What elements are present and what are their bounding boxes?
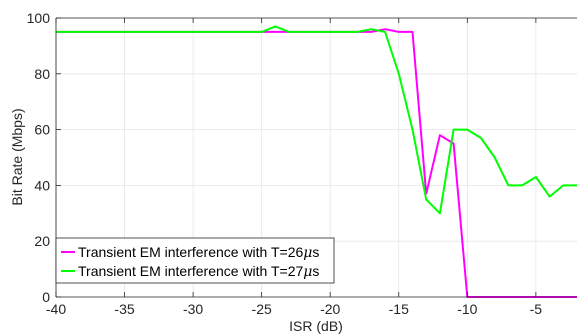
x-tick-label: -20 (320, 301, 340, 317)
y-tick-label: 40 (34, 177, 50, 193)
x-tick-label: -10 (457, 301, 477, 317)
series-line-2 (56, 25, 577, 215)
x-tick-labels: -40 -35 -30 -25 -20 -15 -10 -5 (46, 301, 542, 317)
x-tick-label: -40 (46, 301, 66, 317)
x-tick-label: -25 (252, 301, 272, 317)
y-tick-label: 100 (27, 10, 51, 26)
x-axis-label: ISR (dB) (289, 318, 343, 334)
legend-label-series-1: Transient EM interference with T=26μs (78, 244, 319, 261)
y-tick-label: 20 (34, 233, 50, 249)
x-tick-label: -5 (530, 301, 543, 317)
x-tick-label: -30 (183, 301, 203, 317)
x-tick-label: -35 (114, 301, 134, 317)
legend: Transient EM interference with T=26μs Tr… (55, 237, 335, 284)
y-tick-label: 0 (42, 289, 50, 305)
y-tick-labels: 0 20 40 60 80 100 (27, 10, 51, 305)
x-tick-label: -15 (389, 301, 409, 317)
legend-box (55, 237, 335, 284)
y-tick-label: 60 (34, 122, 50, 138)
legend-label-series-2: Transient EM interference with T=27μs (78, 263, 319, 280)
y-tick-label: 80 (34, 66, 50, 82)
y-axis-label: Bit Rate (Mbps) (9, 108, 25, 205)
